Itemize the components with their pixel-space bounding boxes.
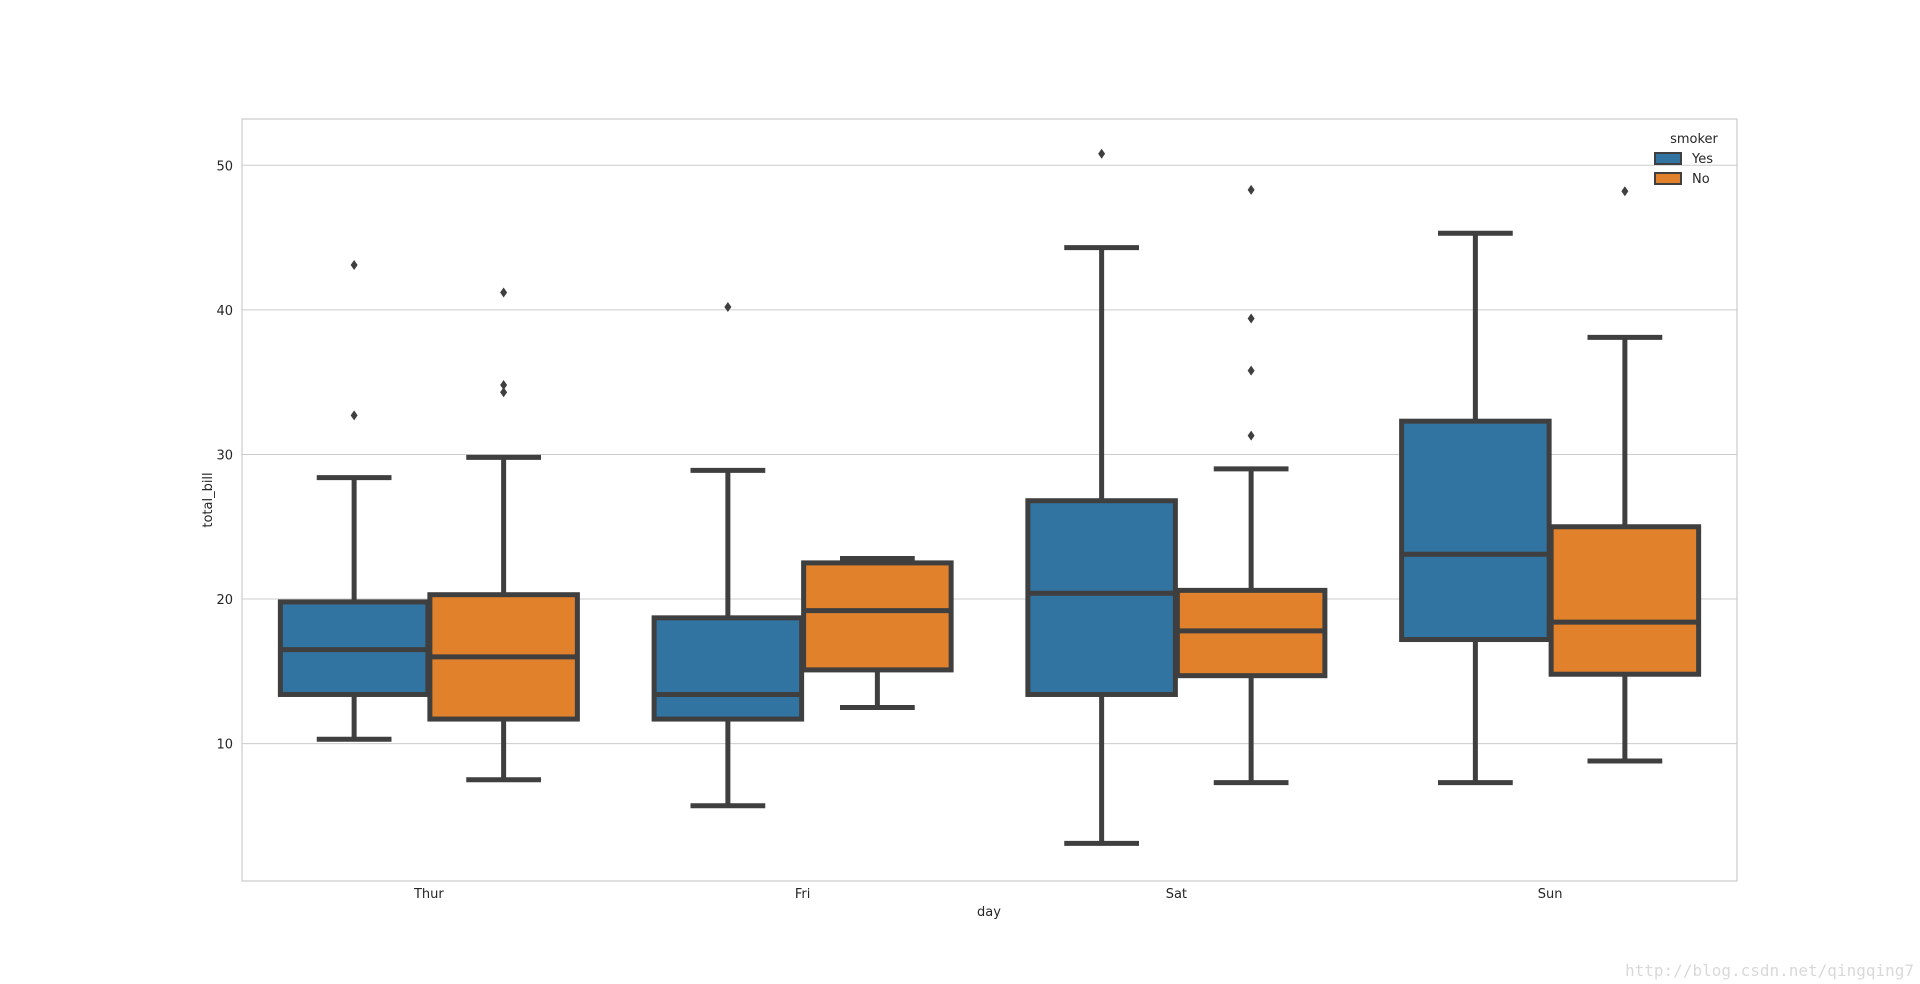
box-no-sun [1548, 186, 1702, 764]
outlier-point [724, 301, 732, 312]
y-tick-label: 20 [216, 593, 233, 608]
box-iqr [1399, 418, 1552, 643]
box-iqr [651, 615, 805, 722]
box-no-fri [801, 556, 954, 710]
watermark-text: http://blog.csdn.net/qingqing7 [1625, 961, 1914, 980]
outlier-point [1247, 365, 1255, 376]
legend-swatch-no [1654, 172, 1682, 185]
box-no-thur [427, 287, 580, 783]
y-tick-label: 10 [216, 738, 233, 753]
plot-area-frame [241, 118, 1738, 882]
box-yes-fri [651, 301, 805, 809]
outlier-point [500, 380, 508, 391]
box-yes-thur [277, 260, 431, 742]
legend-swatch-yes [1654, 152, 1682, 165]
box-iqr [1548, 524, 1702, 677]
legend-title: smoker [1670, 132, 1718, 147]
outlier-point [1247, 430, 1255, 441]
box-yes-sun [1399, 230, 1552, 786]
x-tick-label: Fri [795, 887, 811, 902]
y-tick-label: 30 [216, 448, 233, 463]
x-tick-label: Sat [1166, 887, 1187, 902]
outlier-point [500, 387, 508, 398]
outlier-point [350, 410, 358, 421]
y-axis-label: total_bill [201, 472, 216, 527]
x-tick-label: Sun [1538, 887, 1563, 902]
outlier-point [500, 287, 508, 298]
legend: smoker Yes No [1654, 132, 1719, 187]
outlier-point [1098, 148, 1106, 159]
box-iqr [801, 560, 954, 673]
outlier-point [1247, 184, 1255, 195]
outlier-point [1621, 186, 1629, 197]
box-iqr [1025, 498, 1178, 697]
legend-label-no: No [1692, 172, 1710, 187]
outlier-point [350, 260, 358, 271]
legend-label-yes: Yes [1691, 152, 1713, 167]
outlier-point [1247, 313, 1255, 324]
x-tick-label: Thur [413, 887, 444, 902]
box-series [277, 148, 1702, 846]
box-no-sat [1174, 184, 1328, 786]
y-tick-label: 40 [216, 304, 233, 319]
box-yes-sat [1025, 148, 1178, 846]
axis-ticks: 10 20 30 40 50 Thur Fri Sat Sun [216, 159, 1562, 902]
x-axis-label: day [977, 905, 1001, 920]
y-tick-label: 50 [216, 159, 233, 174]
